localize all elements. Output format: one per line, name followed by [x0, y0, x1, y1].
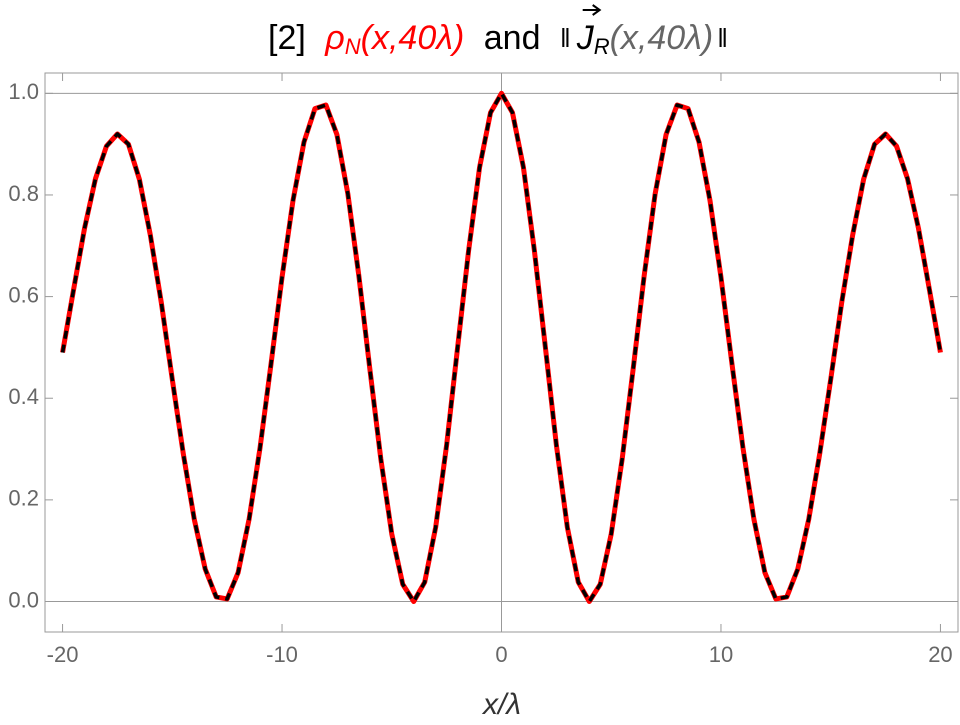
title-j-sub: R — [594, 34, 610, 59]
x-tick-label: -20 — [47, 642, 79, 667]
x-tick-label: -10 — [266, 642, 298, 667]
title-j-args: (x,40λ) — [610, 19, 714, 57]
series-line — [60, 90, 943, 605]
x-axis-label: x/λ — [481, 688, 521, 721]
x-tick-label: 0 — [495, 642, 507, 667]
chart-title: [2] ρN(x,40λ) and ‖ JR(x,40λ) ‖ — [268, 19, 728, 59]
x-tick-label: 20 — [928, 642, 952, 667]
y-tick-label: 1.0 — [8, 79, 39, 104]
title-rho-args: (x,40λ) — [361, 19, 465, 57]
title-conj: and — [484, 19, 541, 57]
x-tick-label: 10 — [709, 642, 733, 667]
y-tick-label: 0.2 — [8, 486, 39, 511]
title-j: J — [576, 19, 595, 57]
title-norm-close: ‖ — [717, 23, 728, 53]
title-rho-sub: N — [345, 34, 361, 59]
title-norm-open: ‖ — [560, 23, 571, 53]
y-tick-label: 0.4 — [8, 384, 39, 409]
title-vector-arrow — [582, 4, 602, 16]
y-tick-label: 0.8 — [8, 181, 39, 206]
title-prefix: [2] — [268, 19, 306, 57]
y-tick-label: 0.6 — [8, 282, 39, 307]
title-rho: ρ — [324, 19, 344, 57]
y-tick-label: 0.0 — [8, 587, 39, 612]
